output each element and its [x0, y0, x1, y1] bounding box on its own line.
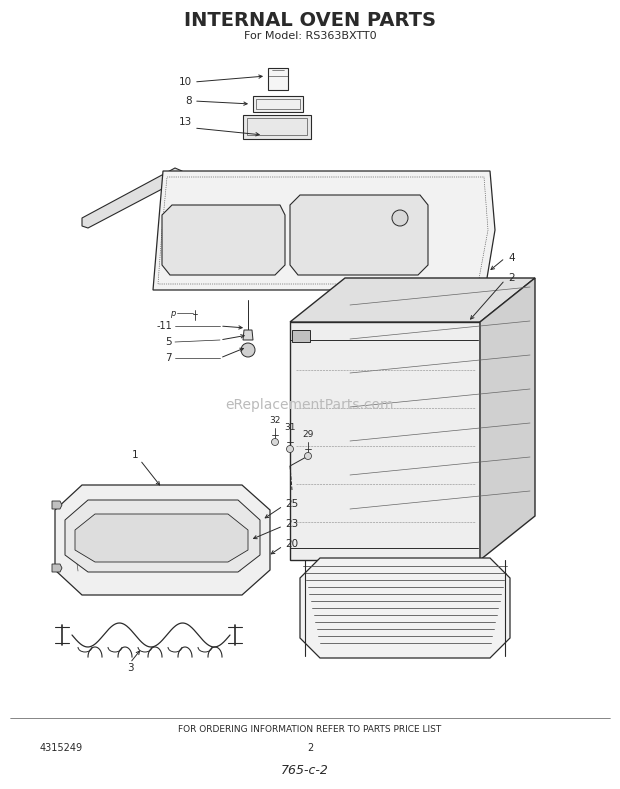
Text: For Model: RS363BXTT0: For Model: RS363BXTT0 — [244, 31, 376, 41]
Circle shape — [272, 439, 278, 446]
Text: eReplacementParts.com: eReplacementParts.com — [226, 398, 394, 412]
Text: 10: 10 — [179, 77, 192, 87]
Polygon shape — [75, 514, 248, 562]
Polygon shape — [52, 564, 62, 572]
Text: 4: 4 — [508, 253, 515, 263]
Circle shape — [286, 446, 293, 453]
Circle shape — [304, 453, 311, 459]
Text: 31: 31 — [284, 422, 296, 432]
Polygon shape — [290, 278, 535, 322]
Text: 765-c-2: 765-c-2 — [281, 764, 329, 776]
Circle shape — [241, 343, 255, 357]
Text: 1: 1 — [131, 450, 138, 460]
Polygon shape — [52, 501, 62, 509]
Text: 3: 3 — [126, 663, 133, 673]
Polygon shape — [268, 68, 288, 90]
Polygon shape — [162, 205, 285, 275]
Text: 5: 5 — [166, 337, 172, 347]
Text: 2: 2 — [508, 273, 515, 283]
Text: 23: 23 — [285, 519, 298, 529]
Text: -11: -11 — [156, 321, 172, 331]
Text: 4315249: 4315249 — [40, 743, 83, 753]
Polygon shape — [153, 171, 495, 290]
Polygon shape — [290, 322, 480, 560]
Text: 32: 32 — [269, 416, 281, 424]
Circle shape — [392, 210, 408, 226]
Polygon shape — [243, 330, 253, 340]
Polygon shape — [480, 278, 535, 560]
Text: FOR ORDERING INFORMATION REFER TO PARTS PRICE LIST: FOR ORDERING INFORMATION REFER TO PARTS … — [179, 726, 441, 735]
Polygon shape — [55, 485, 270, 595]
Text: 2: 2 — [307, 743, 313, 753]
Text: 8: 8 — [185, 96, 192, 106]
Text: 25: 25 — [285, 499, 298, 509]
Text: 20: 20 — [285, 539, 298, 549]
Text: p: p — [170, 308, 175, 317]
Polygon shape — [65, 500, 260, 572]
Polygon shape — [253, 96, 303, 112]
Polygon shape — [243, 115, 311, 139]
Polygon shape — [290, 195, 428, 275]
Polygon shape — [300, 558, 510, 658]
Polygon shape — [82, 168, 185, 228]
Text: INTERNAL OVEN PARTS: INTERNAL OVEN PARTS — [184, 10, 436, 29]
Text: 29: 29 — [303, 429, 314, 439]
Text: 13: 13 — [179, 117, 192, 127]
Polygon shape — [292, 330, 310, 342]
Text: 7: 7 — [166, 353, 172, 363]
